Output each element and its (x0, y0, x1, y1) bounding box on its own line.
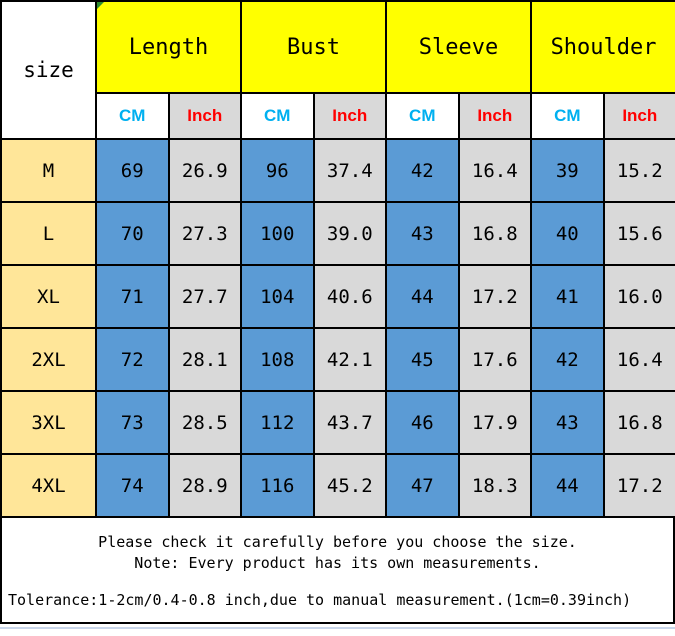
value-cell: 45 (385, 327, 460, 392)
table-row: 3XL 73 28.5 112 43.7 46 17.9 43 16.8 (0, 390, 675, 455)
group-header-sleeve: Sleeve (385, 0, 533, 94)
value-cell: 40 (530, 201, 605, 266)
footer-note-box: Please check it carefully before you cho… (0, 518, 675, 624)
bottom-edge-divider (0, 627, 675, 629)
value-cell: 27.7 (167, 264, 243, 329)
value-cell: 96 (240, 138, 315, 203)
footer-note-line1: Please check it carefully before you cho… (98, 533, 577, 551)
value-cell: 72 (95, 327, 170, 392)
unit-header-inch: Inch (602, 92, 675, 140)
value-cell: 42 (385, 138, 460, 203)
table-row: XL 71 27.7 104 40.6 44 17.2 41 16.0 (0, 264, 675, 329)
value-cell: 16.4 (602, 327, 675, 392)
unit-header-inch: Inch (312, 92, 388, 140)
value-cell: 74 (95, 453, 170, 518)
value-cell: 39 (530, 138, 605, 203)
size-label: L (0, 201, 97, 266)
value-cell: 39.0 (312, 201, 388, 266)
value-cell: 46 (385, 390, 460, 455)
value-cell: 73 (95, 390, 170, 455)
value-cell: 43 (385, 201, 460, 266)
value-cell: 18.3 (457, 453, 533, 518)
unit-header-row: CM Inch CM Inch CM Inch CM Inch (1, 92, 675, 140)
value-cell: 116 (240, 453, 315, 518)
value-cell: 16.0 (602, 264, 675, 329)
table-row: 4XL 74 28.9 116 45.2 47 18.3 44 17.2 (0, 453, 675, 518)
value-cell: 42 (530, 327, 605, 392)
value-cell: 16.8 (602, 390, 675, 455)
value-cell: 41 (530, 264, 605, 329)
size-corner-header: size (0, 0, 97, 140)
value-cell: 44 (530, 453, 605, 518)
value-cell: 16.8 (457, 201, 533, 266)
value-cell: 15.6 (602, 201, 675, 266)
value-cell: 28.9 (167, 453, 243, 518)
value-cell: 17.9 (457, 390, 533, 455)
value-cell: 44 (385, 264, 460, 329)
size-label: 2XL (0, 327, 97, 392)
value-cell: 104 (240, 264, 315, 329)
value-cell: 27.3 (167, 201, 243, 266)
value-cell: 17.2 (602, 453, 675, 518)
value-cell: 100 (240, 201, 315, 266)
group-header-row: size Length Bust Sleeve Shoulder (0, 0, 675, 140)
table-row: 2XL 72 28.1 108 42.1 45 17.6 42 16.4 (0, 327, 675, 392)
value-cell: 26.9 (167, 138, 243, 203)
size-chart-table: size Length Bust Sleeve Shoulder CM Inch… (0, 0, 675, 518)
size-label: 4XL (0, 453, 97, 518)
footer-note-line2: Note: Every product has its own measurem… (134, 554, 541, 572)
unit-header-inch: Inch (167, 92, 243, 140)
size-label: XL (0, 264, 97, 329)
value-cell: 43 (530, 390, 605, 455)
unit-header-inch: Inch (457, 92, 533, 140)
unit-header-cm: CM (385, 92, 460, 140)
value-cell: 70 (95, 201, 170, 266)
group-header-length: Length (94, 0, 243, 94)
value-cell: 17.6 (457, 327, 533, 392)
value-cell: 28.1 (167, 327, 243, 392)
value-cell: 42.1 (312, 327, 388, 392)
value-cell: 71 (95, 264, 170, 329)
value-cell: 43.7 (312, 390, 388, 455)
footer-tolerance-line: Tolerance:1-2cm/0.4-0.8 inch,due to manu… (8, 591, 632, 609)
value-cell: 47 (385, 453, 460, 518)
unit-header-cm: CM (240, 92, 315, 140)
value-cell: 17.2 (457, 264, 533, 329)
group-header-bust: Bust (240, 0, 388, 94)
unit-header-cm: CM (95, 92, 170, 140)
value-cell: 112 (240, 390, 315, 455)
unit-header-cm: CM (530, 92, 605, 140)
value-cell: 69 (95, 138, 170, 203)
value-cell: 37.4 (312, 138, 388, 203)
value-cell: 40.6 (312, 264, 388, 329)
value-cell: 16.4 (457, 138, 533, 203)
size-label: 3XL (0, 390, 97, 455)
size-label: M (0, 138, 97, 203)
group-header-shoulder: Shoulder (530, 0, 675, 94)
table-row: M 69 26.9 96 37.4 42 16.4 39 15.2 (0, 138, 675, 203)
value-cell: 108 (240, 327, 315, 392)
value-cell: 28.5 (167, 390, 243, 455)
value-cell: 45.2 (312, 453, 388, 518)
table-row: L 70 27.3 100 39.0 43 16.8 40 15.6 (0, 201, 675, 266)
value-cell: 15.2 (602, 138, 675, 203)
